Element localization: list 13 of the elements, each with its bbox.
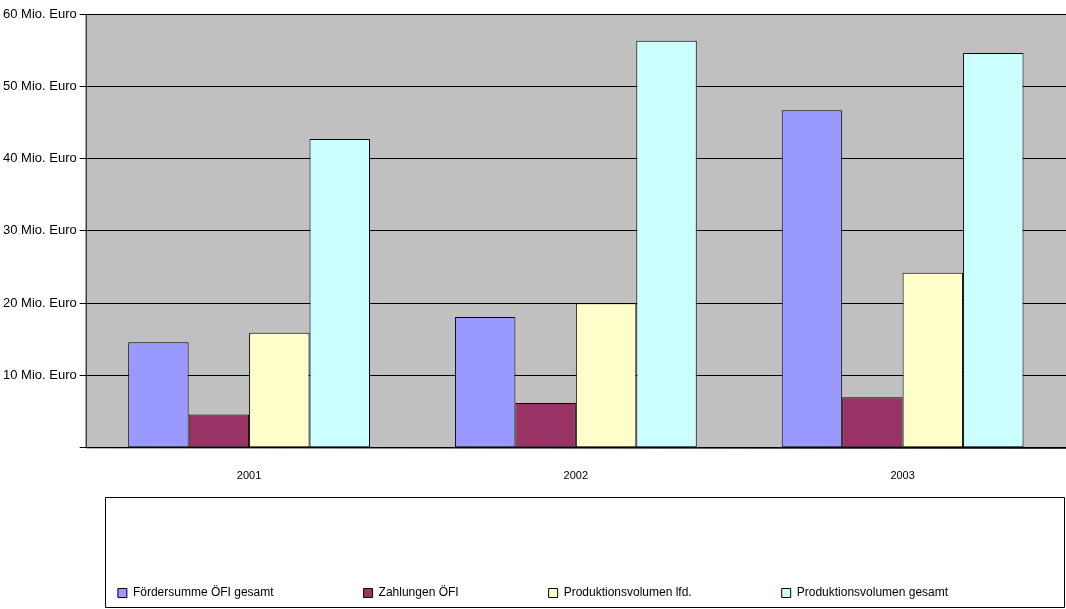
y-tick-label: 10 Mio. Euro [3, 367, 77, 383]
y-tick-label: 50 Mio. Euro [3, 77, 77, 93]
y-tick-label: 40 Mio. Euro [3, 150, 77, 166]
y-tick-label: 30 Mio. Euro [3, 222, 77, 238]
legend-label: Produktionsvolumen gesamt [796, 585, 949, 600]
legend-label: Produktionsvolumen lfd. [563, 585, 692, 600]
legend-label: Zahlungen ÖFI [378, 585, 459, 600]
x-tick-label: 2003 [890, 469, 915, 482]
x-tick-label: 2002 [563, 469, 589, 482]
y-tick-label: 20 Mio. Euro [3, 294, 77, 310]
y-tick-label: 60 Mio. Euro [3, 5, 77, 21]
legend-label: Fördersumme ÖFI gesamt [132, 585, 275, 600]
x-tick-label: 2001 [236, 469, 262, 482]
